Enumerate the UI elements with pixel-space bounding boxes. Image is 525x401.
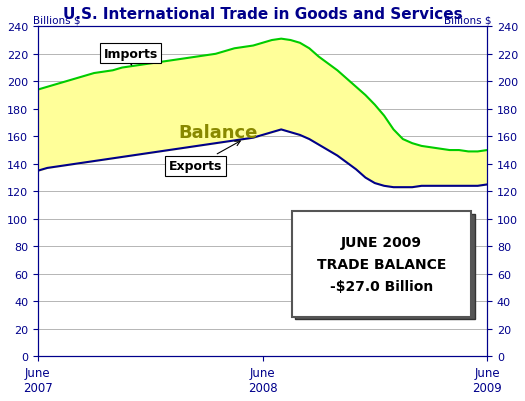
Text: Balance: Balance xyxy=(178,124,257,142)
Text: Billions $: Billions $ xyxy=(444,16,491,26)
Text: Billions $: Billions $ xyxy=(34,16,81,26)
Title: U.S. International Trade in Goods and Services: U.S. International Trade in Goods and Se… xyxy=(62,7,463,22)
Text: Exports: Exports xyxy=(169,142,240,173)
FancyBboxPatch shape xyxy=(295,214,475,320)
Text: JUNE 2009
TRADE BALANCE
-$27.0 Billion: JUNE 2009 TRADE BALANCE -$27.0 Billion xyxy=(317,236,446,293)
Text: Imports: Imports xyxy=(103,47,158,66)
FancyBboxPatch shape xyxy=(292,212,471,317)
